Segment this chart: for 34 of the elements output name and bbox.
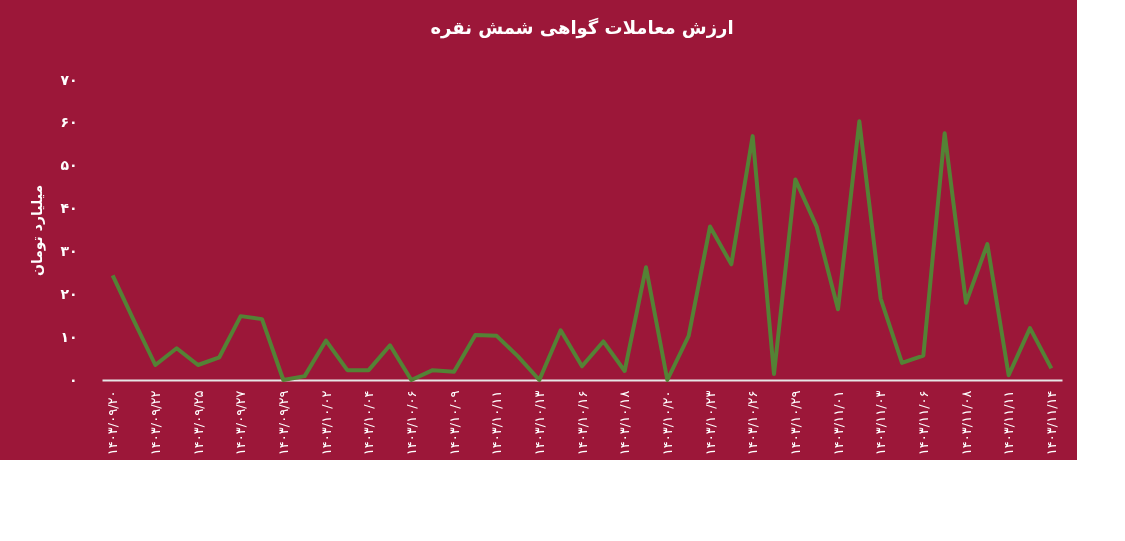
x-tick-label: ۱۴۰۳/۱۱/۰۸ [958,390,974,456]
y-tick-label: ۰ [68,371,78,388]
x-tick-label: ۱۴۰۳/۰۹/۲۹ [275,390,291,456]
x-tick-label: ۱۴۰۳/۱۰/۱۳ [531,390,547,456]
x-tick-label: ۱۴۰۳/۱۰/۲۳ [702,390,718,456]
y-tick-label: ۶۰ [60,114,78,131]
y-tick-label: ۳۰ [60,242,78,259]
y-tick-label: ۱۰ [60,328,78,345]
x-tick-label: ۱۴۰۳/۱۰/۲۶ [745,390,761,456]
x-tick-label: ۱۴۰۳/۱۰/۱۸ [617,390,633,456]
x-tick-label: ۱۴۰۳/۱۰/۱۱ [489,390,505,456]
x-tick-label: ۱۴۰۳/۱۰/۱۶ [574,390,590,456]
y-tick-label: ۴۰ [60,200,78,217]
x-tick-label: ۱۴۰۳/۰۹/۲۲ [147,390,163,456]
x-tick-label: ۱۴۰۳/۱۱/۰۱ [830,390,846,456]
y-tick-label: ۲۰ [60,285,78,302]
line-series [110,119,1054,382]
x-tick-label: ۱۴۰۳/۱۰/۰۲ [318,390,334,456]
x-tick-label: ۱۴۰۳/۱۰/۲۹ [787,390,803,456]
x-tick-label: ۱۴۰۳/۱۱/۰۳ [873,390,889,456]
x-tick-label: ۱۴۰۳/۱۰/۰۹ [446,390,462,456]
x-tick-label: ۱۴۰۳/۰۹/۲۷ [233,390,249,456]
x-tick-label: ۱۴۰۳/۰۹/۲۵ [190,390,206,456]
x-tick-label: ۱۴۰۳/۱۰/۰۶ [403,390,419,456]
y-axis-title: میلیارد تومان [29,184,47,277]
x-tick-label: ۱۴۰۳/۰۹/۲۰ [105,390,121,456]
x-tick-label: ۱۴۰۳/۱۱/۱۱ [1001,390,1017,456]
x-tick-label: ۱۴۰۳/۱۱/۱۴ [1043,390,1059,456]
y-tick-label: ۷۰ [60,71,78,88]
chart-title: ارزش معاملات گواهی شمش نقره [430,17,734,39]
x-tick-label: ۱۴۰۳/۱۱/۰۶ [915,390,931,456]
x-tick-label: ۱۴۰۳/۱۰/۰۴ [361,390,377,456]
x-tick-label: ۱۴۰۳/۱۰/۲۰ [659,390,675,456]
y-tick-label: ۵۰ [60,157,78,174]
